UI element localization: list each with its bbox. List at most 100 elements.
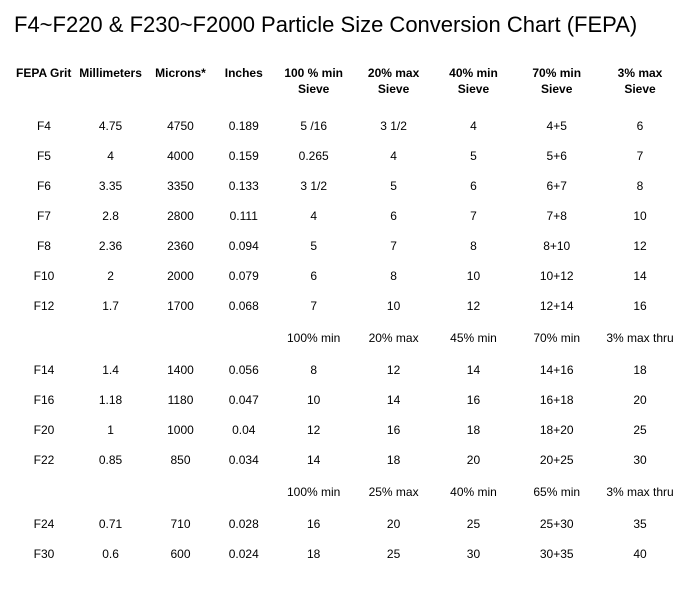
table-cell: 12 — [434, 291, 514, 321]
table-cell: 1.7 — [74, 291, 147, 321]
table-cell — [147, 321, 214, 355]
table-cell: 3% max thru — [600, 475, 680, 509]
table-body: F44.7547500.1895 /163 1/244+56F5440000.1… — [14, 111, 680, 569]
table-cell: 1.18 — [74, 385, 147, 415]
table-cell — [74, 321, 147, 355]
table-cell: 25 — [354, 539, 434, 569]
table-cell: 35 — [600, 509, 680, 539]
table-cell: 30 — [600, 445, 680, 475]
table-cell: 0.079 — [214, 261, 274, 291]
col-inches: Inches — [214, 62, 274, 111]
table-row: F121.717000.0687101212+1416 — [14, 291, 680, 321]
table-cell: 0.189 — [214, 111, 274, 141]
table-cell: 1400 — [147, 355, 214, 385]
table-cell: 0.71 — [74, 509, 147, 539]
table-cell: 1 — [74, 415, 147, 445]
table-cell: 10 — [274, 385, 354, 415]
table-row: F141.414000.0568121414+1618 — [14, 355, 680, 385]
table-cell: 6 — [600, 111, 680, 141]
table-row: F220.858500.03414182020+2530 — [14, 445, 680, 475]
table-cell: 4750 — [147, 111, 214, 141]
table-cell: 0.034 — [214, 445, 274, 475]
table-cell: F16 — [14, 385, 74, 415]
table-row: F240.717100.02816202525+3035 — [14, 509, 680, 539]
table-cell: 45% min — [434, 321, 514, 355]
table-cell: 16+18 — [513, 385, 600, 415]
col-20-max-sieve: 20% max Sieve — [354, 62, 434, 111]
table-cell: 20% max — [354, 321, 434, 355]
table-cell: 6 — [274, 261, 354, 291]
table-cell: 3 1/2 — [354, 111, 434, 141]
table-cell: 8+10 — [513, 231, 600, 261]
table-cell: 2360 — [147, 231, 214, 261]
table-cell: 1700 — [147, 291, 214, 321]
table-cell: 20 — [354, 509, 434, 539]
table-subheader-row: 100% min25% max40% min65% min3% max thru — [14, 475, 680, 509]
table-cell: 100% min — [274, 321, 354, 355]
table-cell: 30 — [434, 539, 514, 569]
table-cell: 40 — [600, 539, 680, 569]
table-cell: F12 — [14, 291, 74, 321]
table-cell: 25 — [600, 415, 680, 445]
table-cell: 0.056 — [214, 355, 274, 385]
conversion-table: FEPA Grit Millimeters Microns* Inches 10… — [14, 62, 680, 569]
table-cell: 8 — [354, 261, 434, 291]
table-cell: 6 — [434, 171, 514, 201]
table-cell: 65% min — [513, 475, 600, 509]
table-cell: 3350 — [147, 171, 214, 201]
table-cell: 100% min — [274, 475, 354, 509]
table-cell: F20 — [14, 415, 74, 445]
table-row: F10220000.079681010+1214 — [14, 261, 680, 291]
table-cell: 3.35 — [74, 171, 147, 201]
table-cell: 4.75 — [74, 111, 147, 141]
table-cell: 7+8 — [513, 201, 600, 231]
table-cell: 14+16 — [513, 355, 600, 385]
table-cell: 7 — [434, 201, 514, 231]
table-cell: 4 — [74, 141, 147, 171]
table-cell: 18 — [600, 355, 680, 385]
table-cell: 4 — [354, 141, 434, 171]
table-cell: F4 — [14, 111, 74, 141]
table-cell: F30 — [14, 539, 74, 569]
table-cell: 10 — [600, 201, 680, 231]
table-cell: 10+12 — [513, 261, 600, 291]
col-millimeters: Millimeters — [74, 62, 147, 111]
table-cell: 850 — [147, 445, 214, 475]
table-cell: 7 — [600, 141, 680, 171]
table-cell: 18 — [434, 415, 514, 445]
table-cell: 25 — [434, 509, 514, 539]
table-cell: 25+30 — [513, 509, 600, 539]
table-cell: 0.111 — [214, 201, 274, 231]
table-subheader-row: 100% min20% max45% min70% min3% max thru — [14, 321, 680, 355]
table-cell: 12 — [354, 355, 434, 385]
table-cell: 16 — [274, 509, 354, 539]
table-cell: 18 — [354, 445, 434, 475]
table-cell: 2 — [74, 261, 147, 291]
table-cell: 16 — [600, 291, 680, 321]
table-cell: 7 — [354, 231, 434, 261]
table-row: F82.3623600.0945788+1012 — [14, 231, 680, 261]
table-header-row: FEPA Grit Millimeters Microns* Inches 10… — [14, 62, 680, 111]
table-cell: 16 — [434, 385, 514, 415]
table-cell: 6+7 — [513, 171, 600, 201]
table-row: F5440000.1590.265455+67 — [14, 141, 680, 171]
table-cell: 5+6 — [513, 141, 600, 171]
table-cell: 16 — [354, 415, 434, 445]
col-fepa-grit: FEPA Grit — [14, 62, 74, 111]
table-cell — [214, 321, 274, 355]
table-cell: 0.047 — [214, 385, 274, 415]
table-cell: 70% min — [513, 321, 600, 355]
col-100-min-sieve: 100 % min Sieve — [274, 62, 354, 111]
table-cell: 20 — [600, 385, 680, 415]
table-cell: 1000 — [147, 415, 214, 445]
table-cell: 5 /16 — [274, 111, 354, 141]
table-row: F44.7547500.1895 /163 1/244+56 — [14, 111, 680, 141]
table-cell: 18 — [274, 539, 354, 569]
table-cell: 14 — [274, 445, 354, 475]
col-40-min-sieve: 40% min Sieve — [434, 62, 514, 111]
table-cell: 1.4 — [74, 355, 147, 385]
table-cell: F24 — [14, 509, 74, 539]
table-cell: 0.265 — [274, 141, 354, 171]
table-cell: 3 1/2 — [274, 171, 354, 201]
table-cell: 0.024 — [214, 539, 274, 569]
